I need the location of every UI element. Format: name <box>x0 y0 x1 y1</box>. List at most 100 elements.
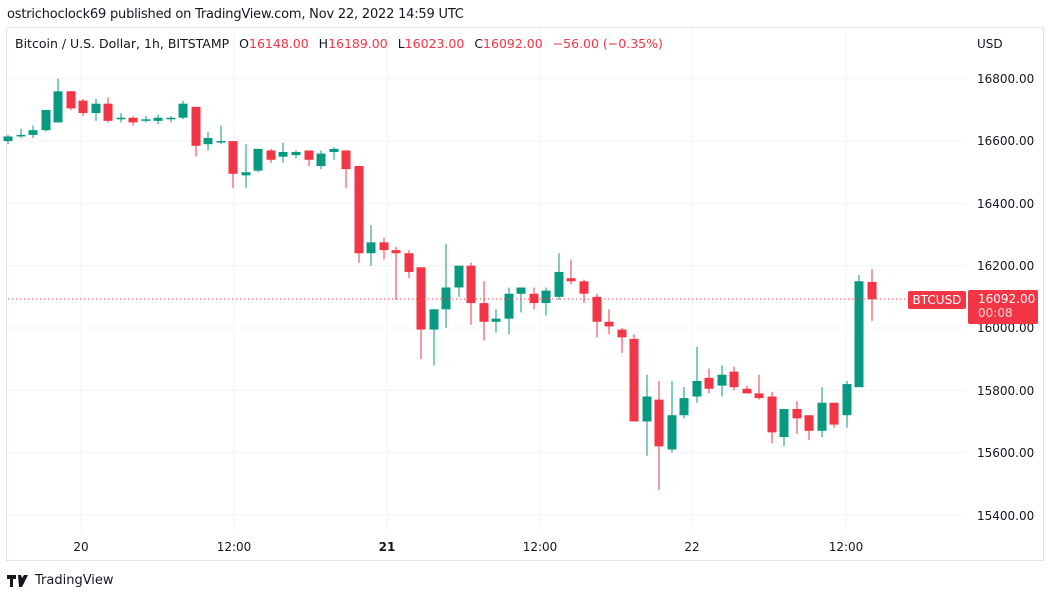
tradingview-logo-icon <box>7 574 28 587</box>
candle <box>366 242 376 254</box>
candle <box>692 380 702 397</box>
candle <box>717 374 727 386</box>
ohlc-legend: Bitcoin / U.S. Dollar, 1h, BITSTAMP O161… <box>15 36 663 51</box>
close-label: C <box>474 36 484 51</box>
candle <box>404 253 414 272</box>
open-value: 16148.00 <box>249 36 309 51</box>
candle <box>429 309 439 330</box>
candle <box>566 278 576 282</box>
open-label: O <box>239 36 250 51</box>
candle <box>304 150 314 160</box>
candle <box>3 136 13 142</box>
candle <box>66 91 76 109</box>
brand-name: TradingView <box>35 573 114 588</box>
candle <box>178 103 188 118</box>
grid-lines <box>7 28 965 532</box>
candle <box>141 119 151 121</box>
candle <box>228 141 238 174</box>
candle <box>504 293 514 319</box>
low-label: L <box>397 36 405 51</box>
candle <box>792 408 802 419</box>
candle <box>529 293 539 304</box>
price-tick: 16600.00 <box>977 134 1035 148</box>
candle <box>642 396 652 422</box>
time-tick: 21 <box>378 540 396 554</box>
candle <box>341 150 351 170</box>
bar-countdown: 00:08 <box>978 306 1013 320</box>
symbol-description: Bitcoin / U.S. Dollar, 1h, BITSTAMP <box>15 36 230 51</box>
price-tick: 15800.00 <box>977 384 1035 398</box>
candle <box>103 103 113 121</box>
candle <box>592 296 602 322</box>
candles <box>3 78 877 490</box>
time-tick: 12:00 <box>216 540 252 554</box>
price-tick: 15400.00 <box>977 509 1035 523</box>
candle <box>53 91 63 123</box>
candle <box>28 130 38 135</box>
currency-label: USD <box>977 37 1003 51</box>
close-value: 16092.00 <box>483 36 543 51</box>
candle <box>316 153 326 167</box>
high-label: H <box>318 36 329 51</box>
candle <box>391 250 401 254</box>
candle <box>41 109 51 131</box>
candle <box>754 393 764 399</box>
candle <box>441 287 451 310</box>
candle <box>729 371 739 388</box>
candle <box>78 100 88 114</box>
candle <box>191 106 201 146</box>
publisher-caption: ostrichoclock69 published on TradingView… <box>7 7 464 22</box>
candle <box>491 318 501 322</box>
candle <box>541 290 551 304</box>
candle <box>153 117 163 121</box>
low-value: 16023.00 <box>404 36 465 51</box>
candle <box>679 398 689 416</box>
candle <box>779 408 789 438</box>
high-value: 16189.00 <box>328 36 388 51</box>
candle <box>16 134 26 137</box>
candle <box>253 148 263 171</box>
time-tick: 22 <box>684 540 700 554</box>
candle <box>829 402 839 425</box>
candle <box>241 172 251 176</box>
candle <box>554 271 564 297</box>
candle <box>91 103 101 114</box>
price-tick: 16400.00 <box>977 197 1035 211</box>
candle <box>516 287 526 294</box>
candle <box>291 152 301 156</box>
last-price-tag: 16092.00 00:08 <box>968 290 1038 324</box>
candle <box>817 402 827 431</box>
candle <box>216 141 226 143</box>
candle <box>128 117 138 123</box>
symbol-tag: BTCUSD <box>908 291 966 309</box>
candle <box>854 281 864 388</box>
candle <box>804 415 814 431</box>
change-value: −56.00 (−0.35%) <box>552 36 663 51</box>
candle <box>454 265 464 288</box>
candle <box>379 242 389 251</box>
candle <box>617 329 627 338</box>
candle <box>654 399 664 447</box>
price-tick: 16000.00 <box>977 321 1035 335</box>
candle <box>479 303 489 322</box>
tradingview-logo[interactable]: TradingView <box>7 573 114 588</box>
candle <box>354 166 364 254</box>
price-tick: 15600.00 <box>977 446 1035 460</box>
candle <box>166 117 176 120</box>
candle <box>329 148 339 153</box>
candle <box>767 396 777 433</box>
price-tick: 16800.00 <box>977 72 1035 86</box>
candle <box>466 265 476 304</box>
candle <box>266 150 276 160</box>
candle <box>203 137 213 145</box>
candle <box>579 281 589 294</box>
time-tick: 12:00 <box>522 540 558 554</box>
candle <box>867 281 877 300</box>
candle <box>416 267 426 330</box>
candle <box>604 321 614 327</box>
candle <box>742 388 752 394</box>
candle <box>842 384 852 416</box>
time-tick: 12:00 <box>828 540 864 554</box>
chart-frame <box>6 27 1044 561</box>
